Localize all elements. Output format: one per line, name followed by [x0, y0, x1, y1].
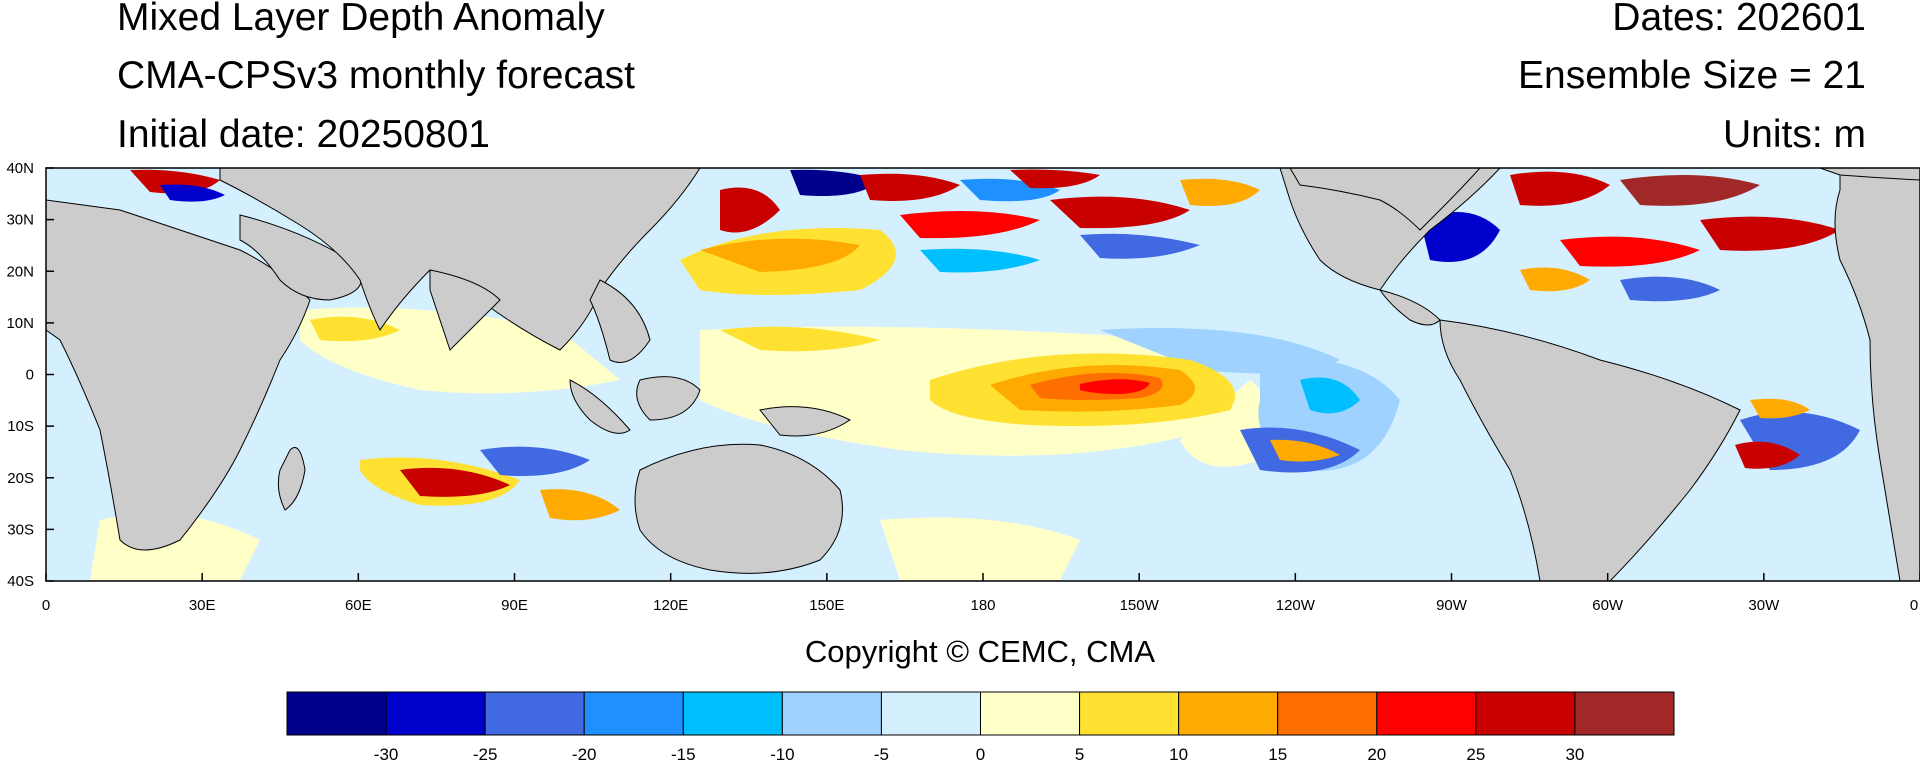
india-landmass [429, 269, 501, 351]
model-subtitle: CMA-CPSv3 monthly forecast [117, 54, 635, 97]
colorbar-swatch [1079, 691, 1180, 736]
colorbar-swatch [1178, 691, 1279, 736]
north-america-east-landmass [1289, 168, 1481, 231]
lat-tick-label: 20S [7, 470, 34, 487]
colorbar-label: -10 [770, 745, 795, 762]
lon-tick-label: 0 [42, 597, 50, 614]
lon-tick-label: 180 [970, 597, 995, 614]
colorbar-label: 5 [1075, 745, 1084, 762]
colorbar-swatch [682, 691, 783, 736]
colorbar-label: 10 [1169, 745, 1188, 762]
lat-tick-label: 30S [7, 521, 34, 538]
indochina-landmass [589, 279, 651, 363]
initial-date-label: Initial date: 20250801 [117, 113, 490, 156]
lon-tick-label: 0 [1910, 597, 1918, 614]
colorbar-label: -25 [473, 745, 498, 762]
lon-tick-label: 60W [1592, 597, 1624, 614]
colorbar-label: 30 [1565, 745, 1584, 762]
anomaly-map [46, 168, 1920, 581]
colorbar-swatch [880, 691, 982, 736]
colorbar-label: 15 [1268, 745, 1287, 762]
colorbar-label: -30 [374, 745, 399, 762]
sumatra-landmass [569, 379, 631, 434]
lon-tick-label: 30W [1748, 597, 1780, 614]
colorbar-swatch [1475, 691, 1576, 736]
lat-tick-label: 30N [6, 212, 34, 229]
south-america-landmass [1439, 319, 1741, 581]
lat-tick-label: 10S [7, 418, 34, 435]
new-guinea-landmass [759, 406, 851, 437]
lon-tick-label: 30E [189, 597, 216, 614]
lon-tick-label: 150E [809, 597, 844, 614]
units-label: Units: m [1722, 113, 1866, 156]
africa-landmass [46, 199, 311, 551]
lon-tick-label: 90E [501, 597, 528, 614]
colorbar-swatch [1277, 691, 1378, 736]
central-america-landmass [1378, 289, 1441, 326]
colorbar-swatch [781, 691, 882, 736]
colorbar-swatch [286, 691, 387, 736]
colorbar-swatch [1574, 691, 1675, 736]
colorbar-label: 0 [976, 745, 985, 762]
colorbar-swatch [583, 691, 684, 736]
lon-tick-label: 60E [345, 597, 372, 614]
borneo-landmass [636, 376, 701, 421]
colorbar-swatch [980, 691, 1081, 736]
ensemble-size-label: Ensemble Size = 21 [1518, 54, 1866, 97]
madagascar-landmass [277, 447, 306, 511]
colorbar-label: 20 [1367, 745, 1386, 762]
arabia-landmass [239, 214, 362, 301]
copyright-notice: Copyright © CEMC, CMA [804, 634, 1156, 669]
colorbar-label: 25 [1466, 745, 1485, 762]
lon-tick-label: 90W [1436, 597, 1468, 614]
lon-tick-label: 120W [1276, 597, 1316, 614]
latitude-axis: 40N 30N 20N 10N 0 10S 20S 30S 40S [6, 160, 54, 590]
lat-tick-label: 20N [6, 263, 34, 280]
forecast-dates-label: Dates: 202601 [1612, 0, 1866, 39]
africa-west-landmass [1834, 168, 1920, 581]
colorbar-label: -5 [874, 745, 889, 762]
colorbar: -30 -25 -20 -15 -10 -5 0 5 10 15 20 25 30 [286, 691, 1675, 764]
map-title: Mixed Layer Depth Anomaly [117, 0, 605, 39]
colorbar-label: -20 [572, 745, 597, 762]
australia-landmass [634, 443, 843, 574]
lat-tick-label: 40S [7, 573, 34, 590]
lat-tick-label: 40N [6, 160, 34, 177]
lat-tick-label: 10N [6, 315, 34, 332]
longitude-axis: 0 30E 60E 90E 120E 150E 180 150W 120W 90W 60W 30W 0 [42, 573, 1920, 614]
lat-tick-label: 0 [26, 367, 34, 384]
land-masses [46, 168, 1920, 581]
colorbar-label: -15 [671, 745, 696, 762]
colorbar-swatch [385, 691, 486, 736]
colorbar-swatch [1376, 691, 1477, 736]
lon-tick-label: 150W [1120, 597, 1160, 614]
colorbar-swatch [484, 691, 585, 736]
lon-tick-label: 120E [653, 597, 688, 614]
